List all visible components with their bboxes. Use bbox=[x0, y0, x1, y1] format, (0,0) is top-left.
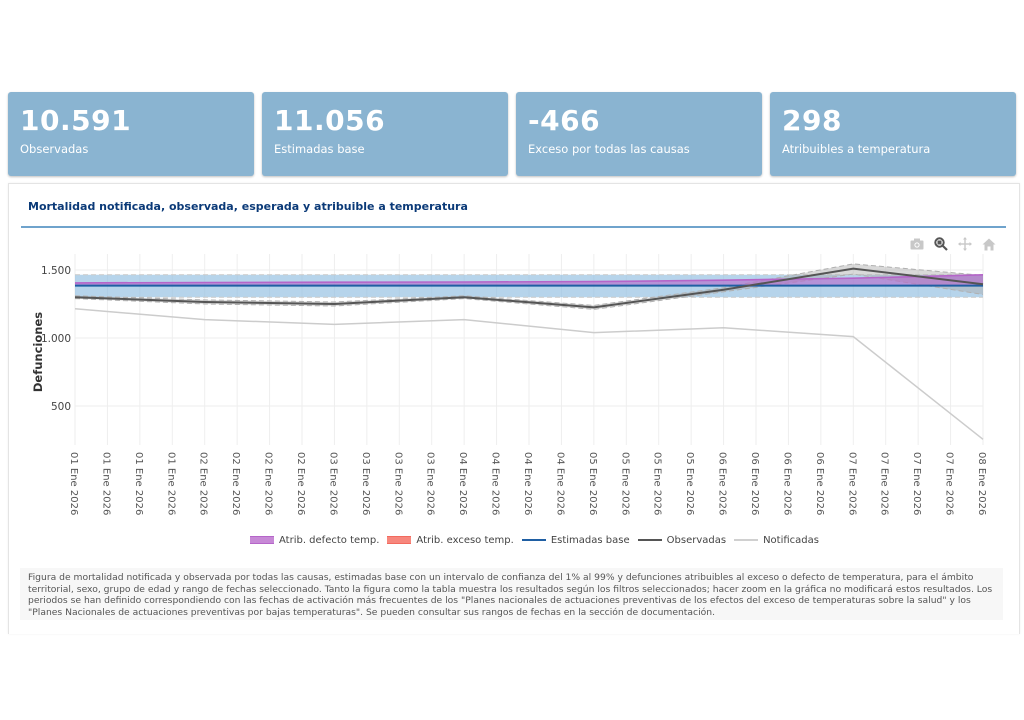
legend-swatch-exceso bbox=[387, 536, 412, 544]
lines bbox=[74, 267, 984, 440]
legend-swatch-defecto bbox=[250, 536, 274, 544]
kpi-label: Atribuibles a temperatura bbox=[782, 142, 931, 156]
x-tick-label: 02 Ene 2026 bbox=[198, 452, 209, 515]
observed-ci-upper bbox=[74, 263, 984, 306]
x-tick-label: 06 Ene 2026 bbox=[749, 452, 760, 515]
kpi-value: 298 bbox=[782, 104, 842, 137]
x-tick-label: 06 Ene 2026 bbox=[814, 452, 825, 515]
x-tick-label: 03 Ene 2026 bbox=[425, 452, 436, 515]
chart-modebar bbox=[909, 236, 997, 252]
x-tick-label: 03 Ene 2026 bbox=[327, 452, 338, 515]
x-tick-label: 06 Ene 2026 bbox=[781, 452, 792, 515]
x-tick-label: 02 Ene 2026 bbox=[263, 452, 274, 515]
figure-caption: Figura de mortalidad notificada y observ… bbox=[20, 568, 1003, 620]
x-tick-label: 07 Ene 2026 bbox=[911, 452, 922, 515]
kpi-label: Estimadas base bbox=[274, 142, 365, 156]
x-tick-label: 07 Ene 2026 bbox=[846, 452, 857, 515]
x-tick-label: 01 Ene 2026 bbox=[68, 452, 79, 515]
legend-label: Atrib. exceso temp. bbox=[416, 534, 514, 546]
x-tick-label: 07 Ene 2026 bbox=[879, 452, 890, 515]
kpi-label: Observadas bbox=[20, 142, 89, 156]
x-tick-label: 05 Ene 2026 bbox=[684, 452, 695, 515]
kpi-estimadas-base: 11.056 Estimadas base bbox=[262, 92, 508, 176]
x-tick-label: 04 Ene 2026 bbox=[522, 452, 533, 515]
camera-icon[interactable] bbox=[909, 236, 925, 252]
x-tick-label: 08 Ene 2026 bbox=[976, 452, 987, 515]
defecto-line bbox=[74, 274, 984, 284]
x-tick-label: 01 Ene 2026 bbox=[100, 452, 111, 515]
x-tick-label: 07 Ene 2026 bbox=[944, 452, 955, 515]
legend-item-defecto[interactable]: Atrib. defecto temp. bbox=[250, 535, 379, 546]
x-tick-label: 04 Ene 2026 bbox=[457, 452, 468, 515]
legend-label: Notificadas bbox=[763, 534, 819, 546]
x-tick-label: 01 Ene 2026 bbox=[165, 452, 176, 515]
chart-panel: Mortalidad notificada, observada, espera… bbox=[8, 183, 1020, 634]
x-tick-label: 04 Ene 2026 bbox=[490, 452, 501, 515]
kpi-observadas: 10.591 Observadas bbox=[8, 92, 254, 176]
x-tick-label: 01 Ene 2026 bbox=[133, 452, 144, 515]
title-divider bbox=[21, 226, 1006, 228]
kpi-value: -466 bbox=[528, 104, 601, 137]
x-tick-label: 05 Ene 2026 bbox=[652, 452, 663, 515]
y-axis-ticks: 500 1.000 1.500 bbox=[41, 265, 71, 413]
legend-item-estimadas[interactable]: Estimadas base bbox=[521, 534, 630, 546]
kpi-label: Exceso por todas las causas bbox=[528, 142, 690, 156]
x-tick-label: 03 Ene 2026 bbox=[360, 452, 371, 515]
x-tick-label: 03 Ene 2026 bbox=[392, 452, 403, 515]
home-icon[interactable] bbox=[981, 236, 997, 252]
kpi-value: 10.591 bbox=[20, 104, 132, 137]
legend-label: Observadas bbox=[666, 534, 727, 546]
legend-item-exceso[interactable]: Atrib. exceso temp. bbox=[387, 534, 514, 546]
notificadas-line bbox=[74, 308, 984, 440]
x-axis-ticks: 01 Ene 2026 01 Ene 2026 01 Ene 2026 01 Ene … bbox=[68, 452, 987, 515]
x-tick-label: 05 Ene 2026 bbox=[619, 452, 630, 515]
legend-item-observadas[interactable]: Observadas bbox=[637, 534, 727, 546]
x-tick-label: 06 Ene 2026 bbox=[717, 452, 728, 515]
kpi-atribuibles: 298 Atribuibles a temperatura bbox=[770, 92, 1016, 176]
pan-icon[interactable] bbox=[957, 236, 973, 252]
legend-line-notificadas bbox=[734, 539, 759, 541]
y-tick-label: 500 bbox=[51, 401, 71, 413]
legend-item-notificadas[interactable]: Notificadas bbox=[734, 535, 819, 546]
kpi-row: 10.591 Observadas 11.056 Estimadas base … bbox=[8, 92, 1018, 178]
observed-ci-band bbox=[75, 263, 983, 310]
x-tick-label: 02 Ene 2026 bbox=[295, 452, 306, 515]
zoom-icon[interactable] bbox=[933, 236, 949, 252]
legend-label: Atrib. defecto temp. bbox=[279, 534, 380, 546]
y-tick-label: 1.000 bbox=[41, 333, 71, 345]
legend-line-observadas bbox=[637, 539, 662, 541]
x-tick-label: 04 Ene 2026 bbox=[554, 452, 565, 515]
x-tick-label: 02 Ene 2026 bbox=[230, 452, 241, 515]
y-axis-label: Defunciones bbox=[31, 312, 45, 392]
kpi-exceso: -466 Exceso por todas las causas bbox=[516, 92, 762, 176]
legend-label: Estimadas base bbox=[550, 534, 630, 546]
observadas-line bbox=[74, 267, 984, 309]
legend-line-estimadas bbox=[521, 539, 546, 541]
panel-title: Mortalidad notificada, observada, espera… bbox=[28, 200, 468, 213]
kpi-value: 11.056 bbox=[274, 104, 386, 137]
chart-legend: Atrib. defecto temp. Atrib. exceso temp.… bbox=[250, 533, 827, 547]
y-tick-label: 1.500 bbox=[41, 265, 71, 277]
x-tick-label: 05 Ene 2026 bbox=[587, 452, 598, 515]
